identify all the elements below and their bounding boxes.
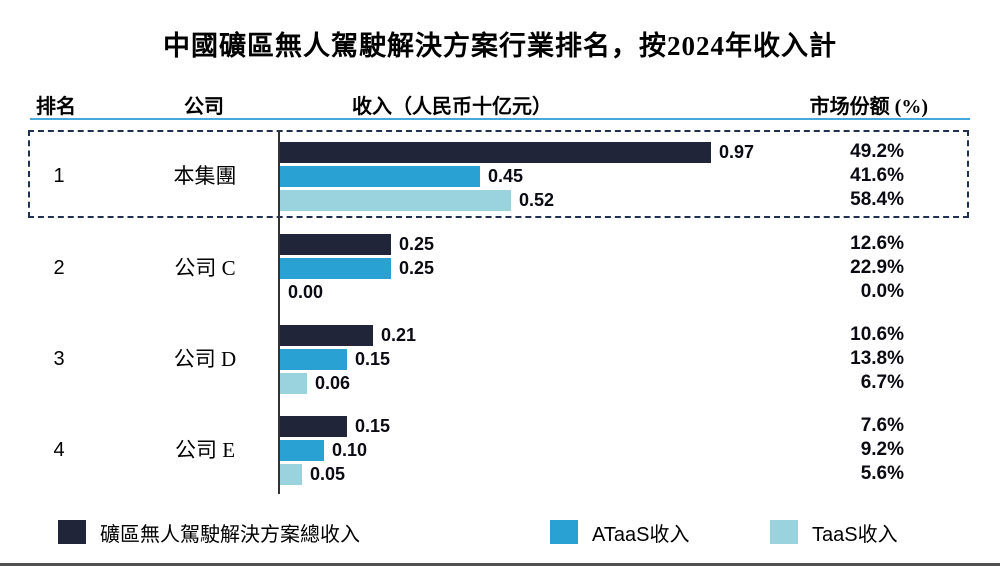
bar-total-revenue: [280, 233, 391, 255]
bar-value-label: 0.00: [288, 281, 324, 302]
company-name: 本集團: [173, 164, 237, 188]
market-share-group: 10.6% 13.8% 6.7%: [800, 323, 904, 395]
bar-group: 0.25 0.25 0.00: [280, 232, 800, 304]
company-name: 公司 E: [174, 438, 236, 462]
legend-label: 礦區無人駕駛解決方案總收入: [100, 523, 360, 546]
bar-value-label: 0.06: [315, 372, 351, 393]
header-divider-rule: [30, 118, 970, 120]
market-share-value: 49.2%: [850, 141, 904, 162]
market-share-group: 7.6% 9.2% 5.6%: [800, 414, 904, 486]
market-share-value: 13.8%: [850, 348, 904, 369]
legend-item-ataas: ATaaS收入: [550, 518, 689, 546]
legend-swatch-taas: [770, 520, 798, 544]
column-header-market-share: 市场份额 (%): [809, 96, 928, 118]
bar-value-label: 0.25: [399, 233, 435, 254]
bar-value-label: 0.15: [355, 415, 391, 436]
market-share-value: 12.6%: [850, 233, 904, 254]
bar-taas-revenue: [280, 463, 302, 485]
bar-ataas-revenue: [280, 348, 347, 370]
bar-value-label: 0.25: [399, 257, 435, 278]
rank1-highlight-box: [28, 130, 969, 218]
column-header-rank: 排名: [36, 96, 76, 118]
bar-value-label: 0.45: [488, 165, 524, 186]
market-share-group: 12.6% 22.9% 0.0%: [800, 232, 904, 304]
bar-ataas-revenue: [280, 439, 324, 461]
bar-taas-revenue: [280, 189, 511, 211]
table-row: 4 公司 E 0.15 0.10 0.05 7.6% 9.2% 5.6%: [0, 414, 1000, 486]
rank-value: 3: [53, 348, 65, 370]
company-name: 公司 D: [173, 347, 237, 371]
market-share-value: 41.6%: [850, 165, 904, 186]
bar-ataas-revenue: [280, 257, 391, 279]
chart-axis-line: [278, 130, 280, 494]
market-share-value: 6.7%: [860, 372, 904, 393]
legend-swatch-ataas: [550, 520, 578, 544]
legend-swatch-total-revenue: [58, 520, 86, 544]
bar-ataas-revenue: [280, 165, 480, 187]
bar-value-label: 0.52: [519, 189, 555, 210]
bar-value-label: 0.15: [355, 348, 391, 369]
legend-item-total-revenue: 礦區無人駕駛解決方案總收入: [58, 518, 360, 546]
bar-value-label: 0.05: [310, 463, 346, 484]
bar-total-revenue: [280, 415, 347, 437]
market-share-value: 22.9%: [850, 257, 904, 278]
bar-total-revenue: [280, 141, 711, 163]
bar-value-label: 0.10: [332, 439, 368, 460]
bar-group: 0.21 0.15 0.06: [280, 323, 800, 395]
market-share-value: 58.4%: [850, 189, 904, 210]
bar-value-label: 0.97: [719, 141, 755, 162]
bar-total-revenue: [280, 324, 373, 346]
bar-group: 0.97 0.45 0.52: [280, 140, 800, 212]
column-header-company: 公司: [184, 96, 224, 118]
market-share-value: 0.0%: [860, 281, 904, 302]
page-title: 中國礦區無人駕駛解決方案行業排名，按2024年收入計: [163, 31, 837, 61]
legend: 礦區無人駕駛解決方案總收入 ATaaS收入 TaaS收入: [0, 518, 1000, 548]
table-row: 2 公司 C 0.25 0.25 0.00 12.6% 22.9% 0.0%: [0, 232, 1000, 304]
table-row: 1 本集團 0.97 0.45 0.52 49.2% 41.6% 58.4%: [0, 140, 1000, 212]
bar-value-label: 0.21: [381, 324, 417, 345]
rank-value: 1: [53, 165, 65, 187]
market-share-group: 49.2% 41.6% 58.4%: [800, 140, 904, 212]
legend-item-taas: TaaS收入: [770, 518, 898, 546]
company-name: 公司 C: [174, 256, 236, 280]
rank-value: 4: [53, 439, 65, 461]
rank-value: 2: [53, 257, 65, 279]
legend-label: ATaaS收入: [592, 523, 690, 546]
bottom-border-rule: [0, 563, 1000, 566]
bar-taas-revenue: [280, 372, 307, 394]
market-share-value: 9.2%: [860, 439, 904, 460]
bar-group: 0.15 0.10 0.05: [280, 414, 800, 486]
column-header-revenue: 收入（人民币十亿元）: [352, 96, 552, 118]
table-row: 3 公司 D 0.21 0.15 0.06 10.6% 13.8% 6.7%: [0, 323, 1000, 395]
market-share-value: 10.6%: [850, 324, 904, 345]
market-share-value: 5.6%: [860, 463, 904, 484]
legend-label: TaaS收入: [812, 523, 898, 546]
market-share-value: 7.6%: [860, 415, 904, 436]
